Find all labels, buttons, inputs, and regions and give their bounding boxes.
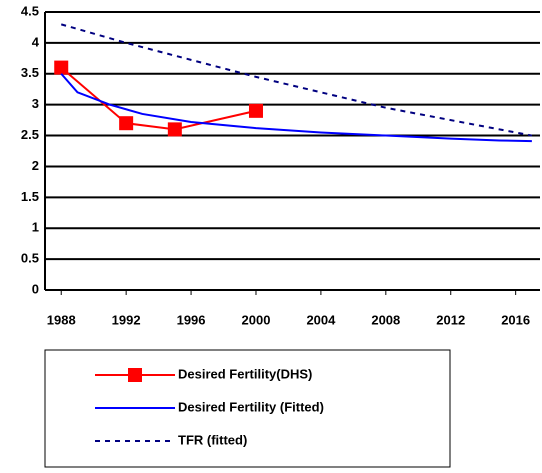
y-tick-label: 0.5: [21, 251, 39, 266]
line-series: [60, 23, 533, 137]
marker: [54, 60, 69, 75]
marker: [167, 122, 182, 137]
y-tick-label: 2.5: [21, 127, 39, 142]
x-tick-label: 2012: [436, 312, 465, 327]
line-series: [60, 73, 532, 143]
y-tick-label: 4.5: [21, 3, 39, 18]
x-tick-label: 2000: [242, 312, 271, 327]
y-tick-label: 3.5: [21, 65, 39, 80]
y-tick-label: 3: [32, 96, 39, 111]
x-tick-label: 1988: [47, 312, 76, 327]
legend-label: Desired Fertility(DHS): [178, 366, 312, 381]
marker: [119, 116, 134, 131]
x-tick-label: 2008: [371, 312, 400, 327]
y-tick-label: 4: [32, 34, 40, 49]
x-tick-label: 2016: [501, 312, 530, 327]
y-tick-label: 0: [32, 281, 39, 296]
line-series: [60, 66, 257, 131]
legend-label: Desired Fertility (Fitted): [178, 399, 324, 414]
y-tick-label: 2: [32, 158, 39, 173]
x-tick-label: 1996: [177, 312, 206, 327]
x-tick-label: 2004: [306, 312, 336, 327]
x-tick-label: 1992: [112, 312, 141, 327]
y-tick-label: 1: [32, 220, 39, 235]
legend-label: TFR (fitted): [178, 432, 247, 447]
marker: [248, 103, 263, 118]
y-tick-label: 1.5: [21, 189, 39, 204]
legend-marker: [128, 368, 142, 382]
